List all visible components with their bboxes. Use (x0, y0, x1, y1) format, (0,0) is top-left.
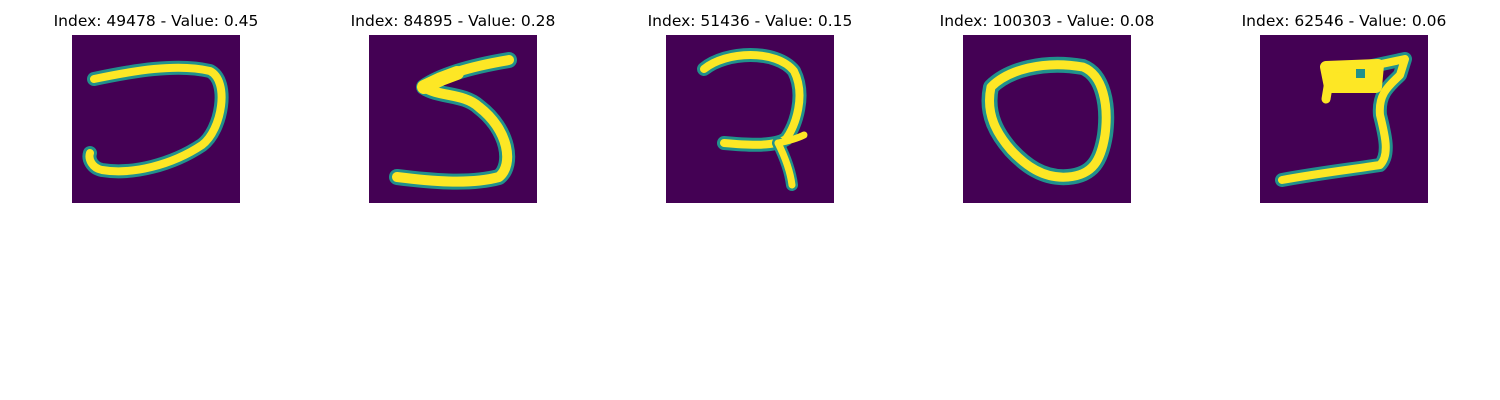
panel-title: Index: 100303 - Value: 0.08 (939, 12, 1155, 30)
panel-title: Index: 84895 - Value: 0.28 (350, 12, 556, 30)
panel-title: Index: 62546 - Value: 0.06 (1241, 12, 1447, 30)
handwritten-digit-image (369, 35, 537, 203)
handwritten-digit-image (72, 35, 240, 203)
handwritten-digit-image (963, 35, 1131, 203)
handwritten-digit-image (666, 35, 834, 203)
handwritten-digit-image (1260, 35, 1428, 203)
panel-title: Index: 49478 - Value: 0.45 (53, 12, 259, 30)
panel-title: Index: 51436 - Value: 0.15 (647, 12, 853, 30)
